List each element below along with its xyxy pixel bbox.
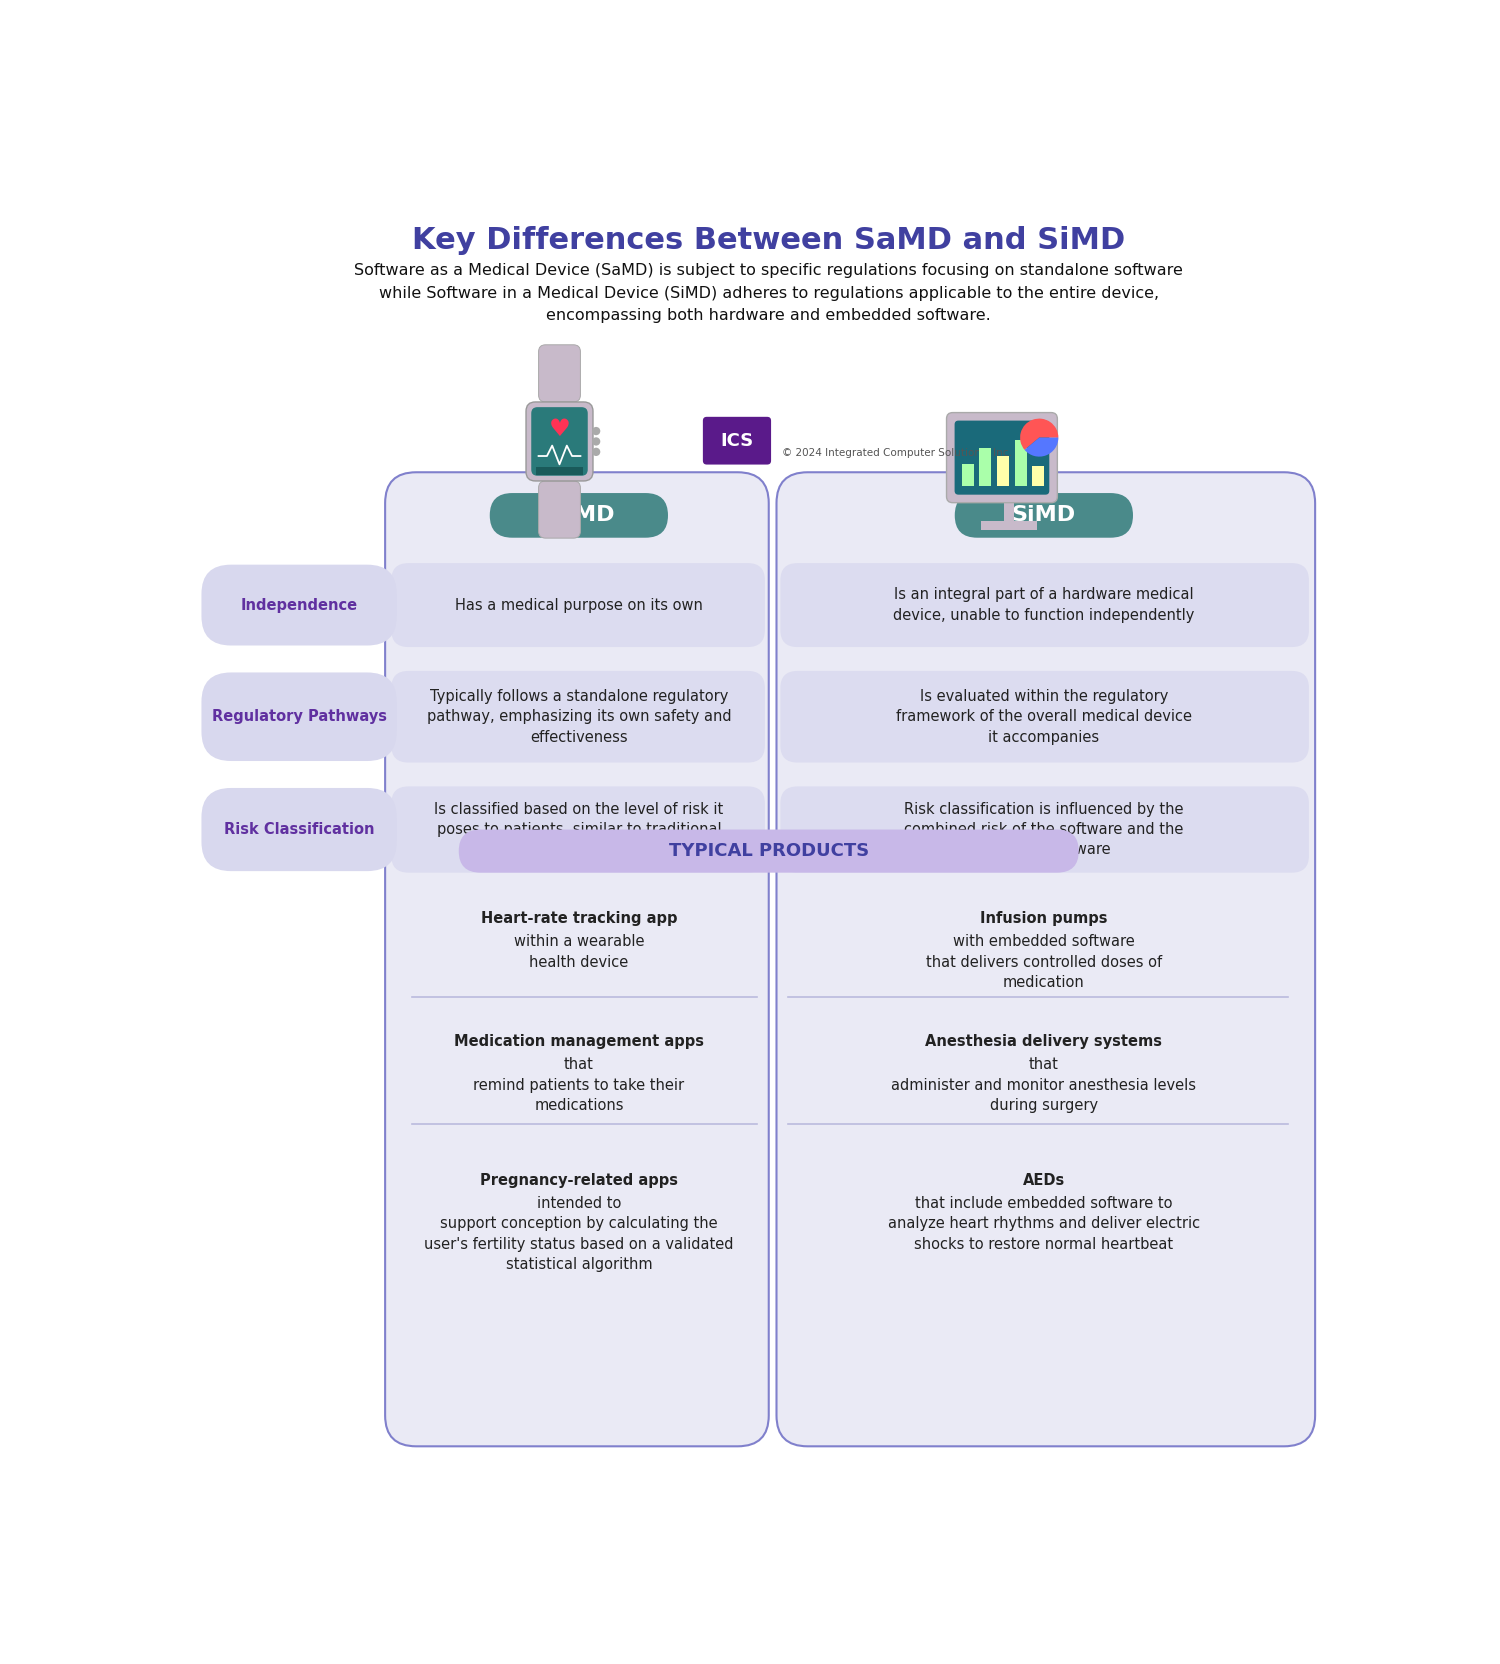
FancyBboxPatch shape — [538, 344, 580, 403]
FancyBboxPatch shape — [201, 564, 396, 646]
Text: Risk classification is influenced by the
combined risk of the software and the
d: Risk classification is influenced by the… — [904, 802, 1184, 857]
Text: intended to
support conception by calculating the
user's fertility status based : intended to support conception by calcul… — [424, 1196, 734, 1273]
FancyBboxPatch shape — [780, 671, 1310, 762]
Bar — [1032, 466, 1044, 486]
Text: Is an integral part of a hardware medical
device, unable to function independent: Is an integral part of a hardware medica… — [892, 587, 1194, 622]
FancyBboxPatch shape — [459, 830, 1078, 872]
Bar — [998, 456, 1010, 486]
Wedge shape — [1024, 438, 1059, 456]
Text: Software as a Medical Device (SaMD) is subject to specific regulations focusing : Software as a Medical Device (SaMD) is s… — [354, 263, 1184, 323]
FancyBboxPatch shape — [392, 787, 765, 872]
Text: ICS: ICS — [720, 431, 753, 449]
Wedge shape — [1020, 419, 1059, 449]
FancyBboxPatch shape — [946, 413, 1058, 503]
FancyBboxPatch shape — [538, 481, 580, 537]
FancyBboxPatch shape — [704, 416, 771, 464]
Bar — [981, 521, 1036, 529]
Bar — [980, 448, 992, 486]
FancyBboxPatch shape — [392, 562, 765, 647]
Text: that
remind patients to take their
medications: that remind patients to take their medic… — [474, 1057, 684, 1113]
FancyBboxPatch shape — [392, 671, 765, 762]
Text: Risk Classification: Risk Classification — [224, 822, 375, 837]
Text: Is evaluated within the regulatory
framework of the overall medical device
it ac: Is evaluated within the regulatory frame… — [896, 689, 1192, 744]
FancyBboxPatch shape — [489, 493, 668, 537]
Text: ♥: ♥ — [549, 418, 570, 441]
FancyBboxPatch shape — [780, 787, 1310, 872]
Bar — [1014, 439, 1026, 486]
FancyBboxPatch shape — [526, 403, 592, 481]
Text: within a wearable
health device: within a wearable health device — [513, 934, 644, 970]
Text: AEDs: AEDs — [1023, 1173, 1065, 1188]
Text: SaMD: SaMD — [543, 506, 615, 526]
Text: Has a medical purpose on its own: Has a medical purpose on its own — [454, 597, 704, 612]
FancyBboxPatch shape — [954, 493, 1132, 537]
FancyBboxPatch shape — [386, 473, 768, 1446]
Text: Heart-rate tracking app: Heart-rate tracking app — [480, 912, 676, 927]
FancyBboxPatch shape — [201, 789, 396, 872]
Circle shape — [592, 438, 600, 446]
Text: Typically follows a standalone regulatory
pathway, emphasizing its own safety an: Typically follows a standalone regulator… — [426, 689, 730, 744]
FancyBboxPatch shape — [780, 562, 1310, 647]
Circle shape — [592, 448, 600, 456]
Text: SiMD: SiMD — [1013, 506, 1076, 526]
Text: Regulatory Pathways: Regulatory Pathways — [211, 709, 387, 724]
Text: © 2024 Integrated Computer Solutions, Inc.: © 2024 Integrated Computer Solutions, In… — [782, 448, 1012, 458]
FancyBboxPatch shape — [954, 421, 1050, 494]
Text: that
administer and monitor anesthesia levels
during surgery: that administer and monitor anesthesia l… — [891, 1057, 1197, 1113]
FancyBboxPatch shape — [531, 408, 588, 476]
Bar — [1004, 501, 1014, 522]
Bar — [537, 468, 582, 474]
Text: Anesthesia delivery systems: Anesthesia delivery systems — [926, 1035, 1162, 1050]
Text: Pregnancy-related apps: Pregnancy-related apps — [480, 1173, 678, 1188]
Text: TYPICAL PRODUCTS: TYPICAL PRODUCTS — [669, 842, 868, 860]
Text: that include embedded software to
analyze heart rhythms and deliver electric
sho: that include embedded software to analyz… — [888, 1196, 1200, 1251]
Text: Medication management apps: Medication management apps — [454, 1035, 704, 1050]
Text: Independence: Independence — [240, 597, 357, 612]
Text: with embedded software
that delivers controlled doses of
medication: with embedded software that delivers con… — [926, 934, 1162, 990]
Circle shape — [592, 428, 600, 436]
Bar — [962, 464, 974, 486]
Text: Is classified based on the level of risk it
poses to patients, similar to tradit: Is classified based on the level of risk… — [435, 802, 723, 857]
FancyBboxPatch shape — [777, 473, 1316, 1446]
Text: Infusion pumps: Infusion pumps — [980, 912, 1107, 927]
FancyBboxPatch shape — [201, 672, 396, 760]
Text: Key Differences Between SaMD and SiMD: Key Differences Between SaMD and SiMD — [413, 226, 1125, 255]
